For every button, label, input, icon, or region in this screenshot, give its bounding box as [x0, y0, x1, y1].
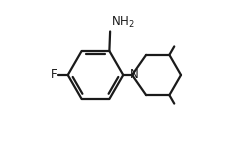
Text: F: F	[50, 69, 57, 81]
Text: N: N	[130, 69, 138, 81]
Text: NH$_2$: NH$_2$	[110, 15, 134, 30]
